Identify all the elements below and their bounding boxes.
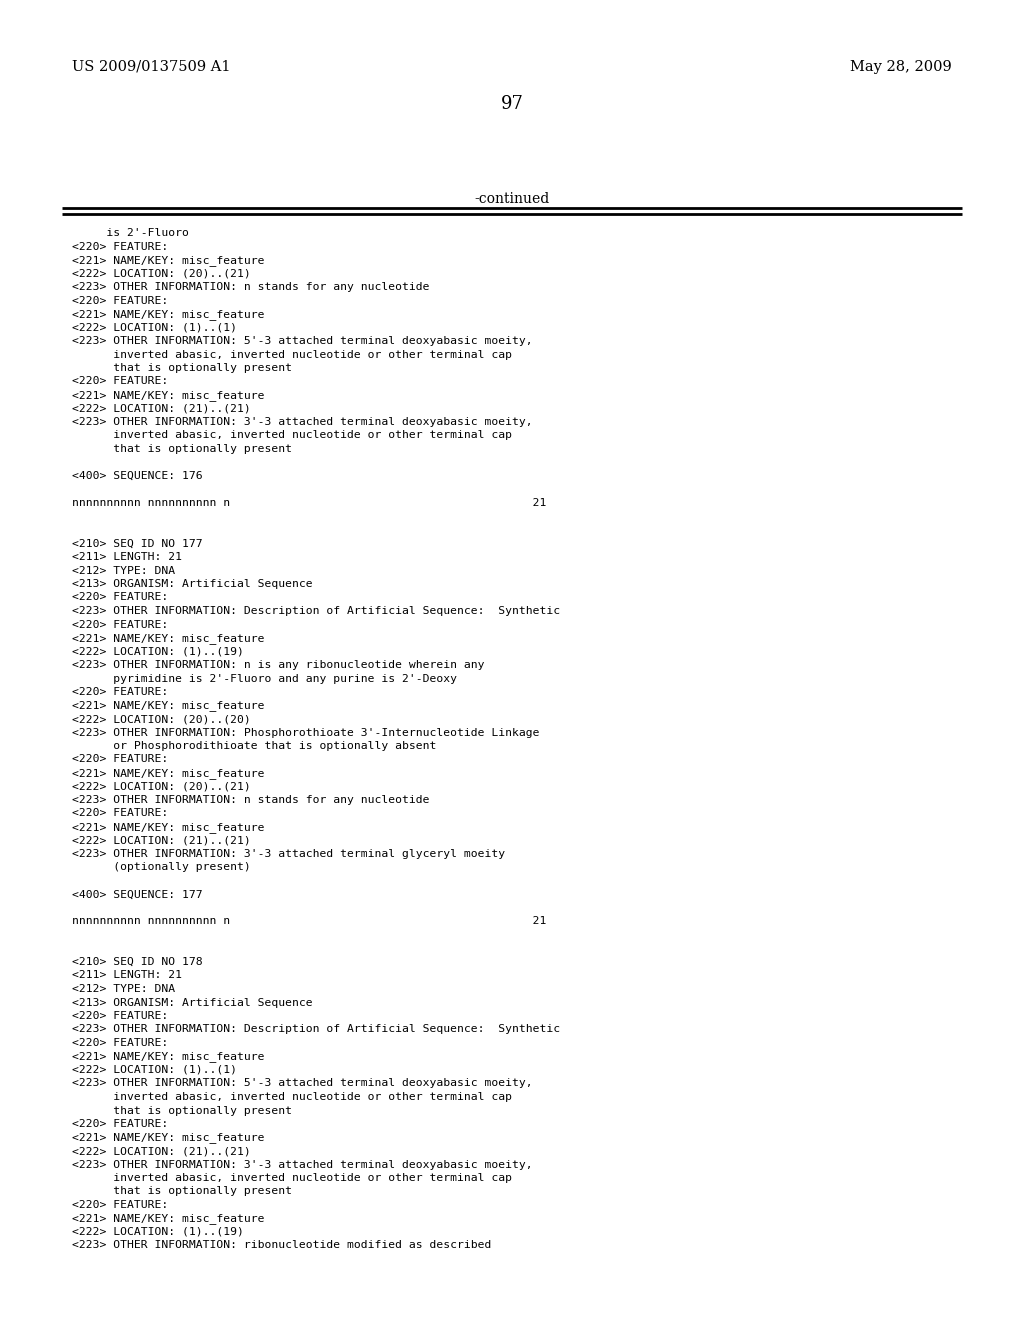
Text: pyrimidine is 2'-Fluoro and any purine is 2'-Deoxy: pyrimidine is 2'-Fluoro and any purine i…: [72, 673, 457, 684]
Text: <223> OTHER INFORMATION: n stands for any nucleotide: <223> OTHER INFORMATION: n stands for an…: [72, 795, 429, 805]
Text: <222> LOCATION: (20)..(21): <222> LOCATION: (20)..(21): [72, 268, 251, 279]
Text: that is optionally present: that is optionally present: [72, 444, 292, 454]
Text: (optionally present): (optionally present): [72, 862, 251, 873]
Text: <210> SEQ ID NO 178: <210> SEQ ID NO 178: [72, 957, 203, 968]
Text: <222> LOCATION: (1)..(1): <222> LOCATION: (1)..(1): [72, 1065, 237, 1074]
Text: <223> OTHER INFORMATION: ribonucleotide modified as described: <223> OTHER INFORMATION: ribonucleotide …: [72, 1241, 492, 1250]
Text: <221> NAME/KEY: misc_feature: <221> NAME/KEY: misc_feature: [72, 255, 264, 265]
Text: <220> FEATURE:: <220> FEATURE:: [72, 1038, 168, 1048]
Text: <212> TYPE: DNA: <212> TYPE: DNA: [72, 565, 175, 576]
Text: <220> FEATURE:: <220> FEATURE:: [72, 755, 168, 764]
Text: <223> OTHER INFORMATION: Phosphorothioate 3'-Internucleotide Linkage: <223> OTHER INFORMATION: Phosphorothioat…: [72, 727, 540, 738]
Text: inverted abasic, inverted nucleotide or other terminal cap: inverted abasic, inverted nucleotide or …: [72, 430, 512, 441]
Text: <223> OTHER INFORMATION: Description of Artificial Sequence:  Synthetic: <223> OTHER INFORMATION: Description of …: [72, 606, 560, 616]
Text: <221> NAME/KEY: misc_feature: <221> NAME/KEY: misc_feature: [72, 1133, 264, 1143]
Text: <220> FEATURE:: <220> FEATURE:: [72, 619, 168, 630]
Text: <400> SEQUENCE: 177: <400> SEQUENCE: 177: [72, 890, 203, 899]
Text: <223> OTHER INFORMATION: 3'-3 attached terminal deoxyabasic moeity,: <223> OTHER INFORMATION: 3'-3 attached t…: [72, 1159, 532, 1170]
Text: inverted abasic, inverted nucleotide or other terminal cap: inverted abasic, inverted nucleotide or …: [72, 1173, 512, 1183]
Text: <221> NAME/KEY: misc_feature: <221> NAME/KEY: misc_feature: [72, 634, 264, 644]
Text: -continued: -continued: [474, 191, 550, 206]
Text: <221> NAME/KEY: misc_feature: <221> NAME/KEY: misc_feature: [72, 822, 264, 833]
Text: <210> SEQ ID NO 177: <210> SEQ ID NO 177: [72, 539, 203, 549]
Text: <223> OTHER INFORMATION: 5'-3 attached terminal deoxyabasic moeity,: <223> OTHER INFORMATION: 5'-3 attached t…: [72, 337, 532, 346]
Text: <221> NAME/KEY: misc_feature: <221> NAME/KEY: misc_feature: [72, 701, 264, 711]
Text: <221> NAME/KEY: misc_feature: <221> NAME/KEY: misc_feature: [72, 1052, 264, 1063]
Text: <223> OTHER INFORMATION: n stands for any nucleotide: <223> OTHER INFORMATION: n stands for an…: [72, 282, 429, 292]
Text: is 2'-Fluoro: is 2'-Fluoro: [72, 228, 188, 238]
Text: <223> OTHER INFORMATION: Description of Artificial Sequence:  Synthetic: <223> OTHER INFORMATION: Description of …: [72, 1024, 560, 1035]
Text: <222> LOCATION: (21)..(21): <222> LOCATION: (21)..(21): [72, 1146, 251, 1156]
Text: <223> OTHER INFORMATION: 5'-3 attached terminal deoxyabasic moeity,: <223> OTHER INFORMATION: 5'-3 attached t…: [72, 1078, 532, 1089]
Text: <220> FEATURE:: <220> FEATURE:: [72, 242, 168, 252]
Text: that is optionally present: that is optionally present: [72, 1187, 292, 1196]
Text: <220> FEATURE:: <220> FEATURE:: [72, 1011, 168, 1020]
Text: <211> LENGTH: 21: <211> LENGTH: 21: [72, 970, 182, 981]
Text: <222> LOCATION: (21)..(21): <222> LOCATION: (21)..(21): [72, 836, 251, 846]
Text: <223> OTHER INFORMATION: n is any ribonucleotide wherein any: <223> OTHER INFORMATION: n is any ribonu…: [72, 660, 484, 671]
Text: <211> LENGTH: 21: <211> LENGTH: 21: [72, 552, 182, 562]
Text: <223> OTHER INFORMATION: 3'-3 attached terminal glyceryl moeity: <223> OTHER INFORMATION: 3'-3 attached t…: [72, 849, 505, 859]
Text: nnnnnnnnnn nnnnnnnnnn n                                            21: nnnnnnnnnn nnnnnnnnnn n 21: [72, 498, 547, 508]
Text: <221> NAME/KEY: misc_feature: <221> NAME/KEY: misc_feature: [72, 309, 264, 319]
Text: <221> NAME/KEY: misc_feature: <221> NAME/KEY: misc_feature: [72, 1213, 264, 1225]
Text: or Phosphorodithioate that is optionally absent: or Phosphorodithioate that is optionally…: [72, 741, 436, 751]
Text: <220> FEATURE:: <220> FEATURE:: [72, 376, 168, 387]
Text: US 2009/0137509 A1: US 2009/0137509 A1: [72, 59, 230, 74]
Text: <220> FEATURE:: <220> FEATURE:: [72, 593, 168, 602]
Text: <221> NAME/KEY: misc_feature: <221> NAME/KEY: misc_feature: [72, 768, 264, 779]
Text: 97: 97: [501, 95, 523, 114]
Text: May 28, 2009: May 28, 2009: [850, 59, 952, 74]
Text: <220> FEATURE:: <220> FEATURE:: [72, 686, 168, 697]
Text: <222> LOCATION: (1)..(19): <222> LOCATION: (1)..(19): [72, 1228, 244, 1237]
Text: inverted abasic, inverted nucleotide or other terminal cap: inverted abasic, inverted nucleotide or …: [72, 350, 512, 359]
Text: inverted abasic, inverted nucleotide or other terminal cap: inverted abasic, inverted nucleotide or …: [72, 1092, 512, 1102]
Text: <222> LOCATION: (20)..(20): <222> LOCATION: (20)..(20): [72, 714, 251, 723]
Text: <220> FEATURE:: <220> FEATURE:: [72, 1200, 168, 1210]
Text: <400> SEQUENCE: 176: <400> SEQUENCE: 176: [72, 471, 203, 480]
Text: <220> FEATURE:: <220> FEATURE:: [72, 296, 168, 305]
Text: <213> ORGANISM: Artificial Sequence: <213> ORGANISM: Artificial Sequence: [72, 579, 312, 589]
Text: <220> FEATURE:: <220> FEATURE:: [72, 1119, 168, 1129]
Text: <222> LOCATION: (20)..(21): <222> LOCATION: (20)..(21): [72, 781, 251, 792]
Text: nnnnnnnnnn nnnnnnnnnn n                                            21: nnnnnnnnnn nnnnnnnnnn n 21: [72, 916, 547, 927]
Text: <212> TYPE: DNA: <212> TYPE: DNA: [72, 983, 175, 994]
Text: <222> LOCATION: (1)..(19): <222> LOCATION: (1)..(19): [72, 647, 244, 656]
Text: that is optionally present: that is optionally present: [72, 363, 292, 374]
Text: <213> ORGANISM: Artificial Sequence: <213> ORGANISM: Artificial Sequence: [72, 998, 312, 1007]
Text: <221> NAME/KEY: misc_feature: <221> NAME/KEY: misc_feature: [72, 389, 264, 401]
Text: <223> OTHER INFORMATION: 3'-3 attached terminal deoxyabasic moeity,: <223> OTHER INFORMATION: 3'-3 attached t…: [72, 417, 532, 426]
Text: <220> FEATURE:: <220> FEATURE:: [72, 808, 168, 818]
Text: that is optionally present: that is optionally present: [72, 1106, 292, 1115]
Text: <222> LOCATION: (21)..(21): <222> LOCATION: (21)..(21): [72, 404, 251, 413]
Text: <222> LOCATION: (1)..(1): <222> LOCATION: (1)..(1): [72, 322, 237, 333]
